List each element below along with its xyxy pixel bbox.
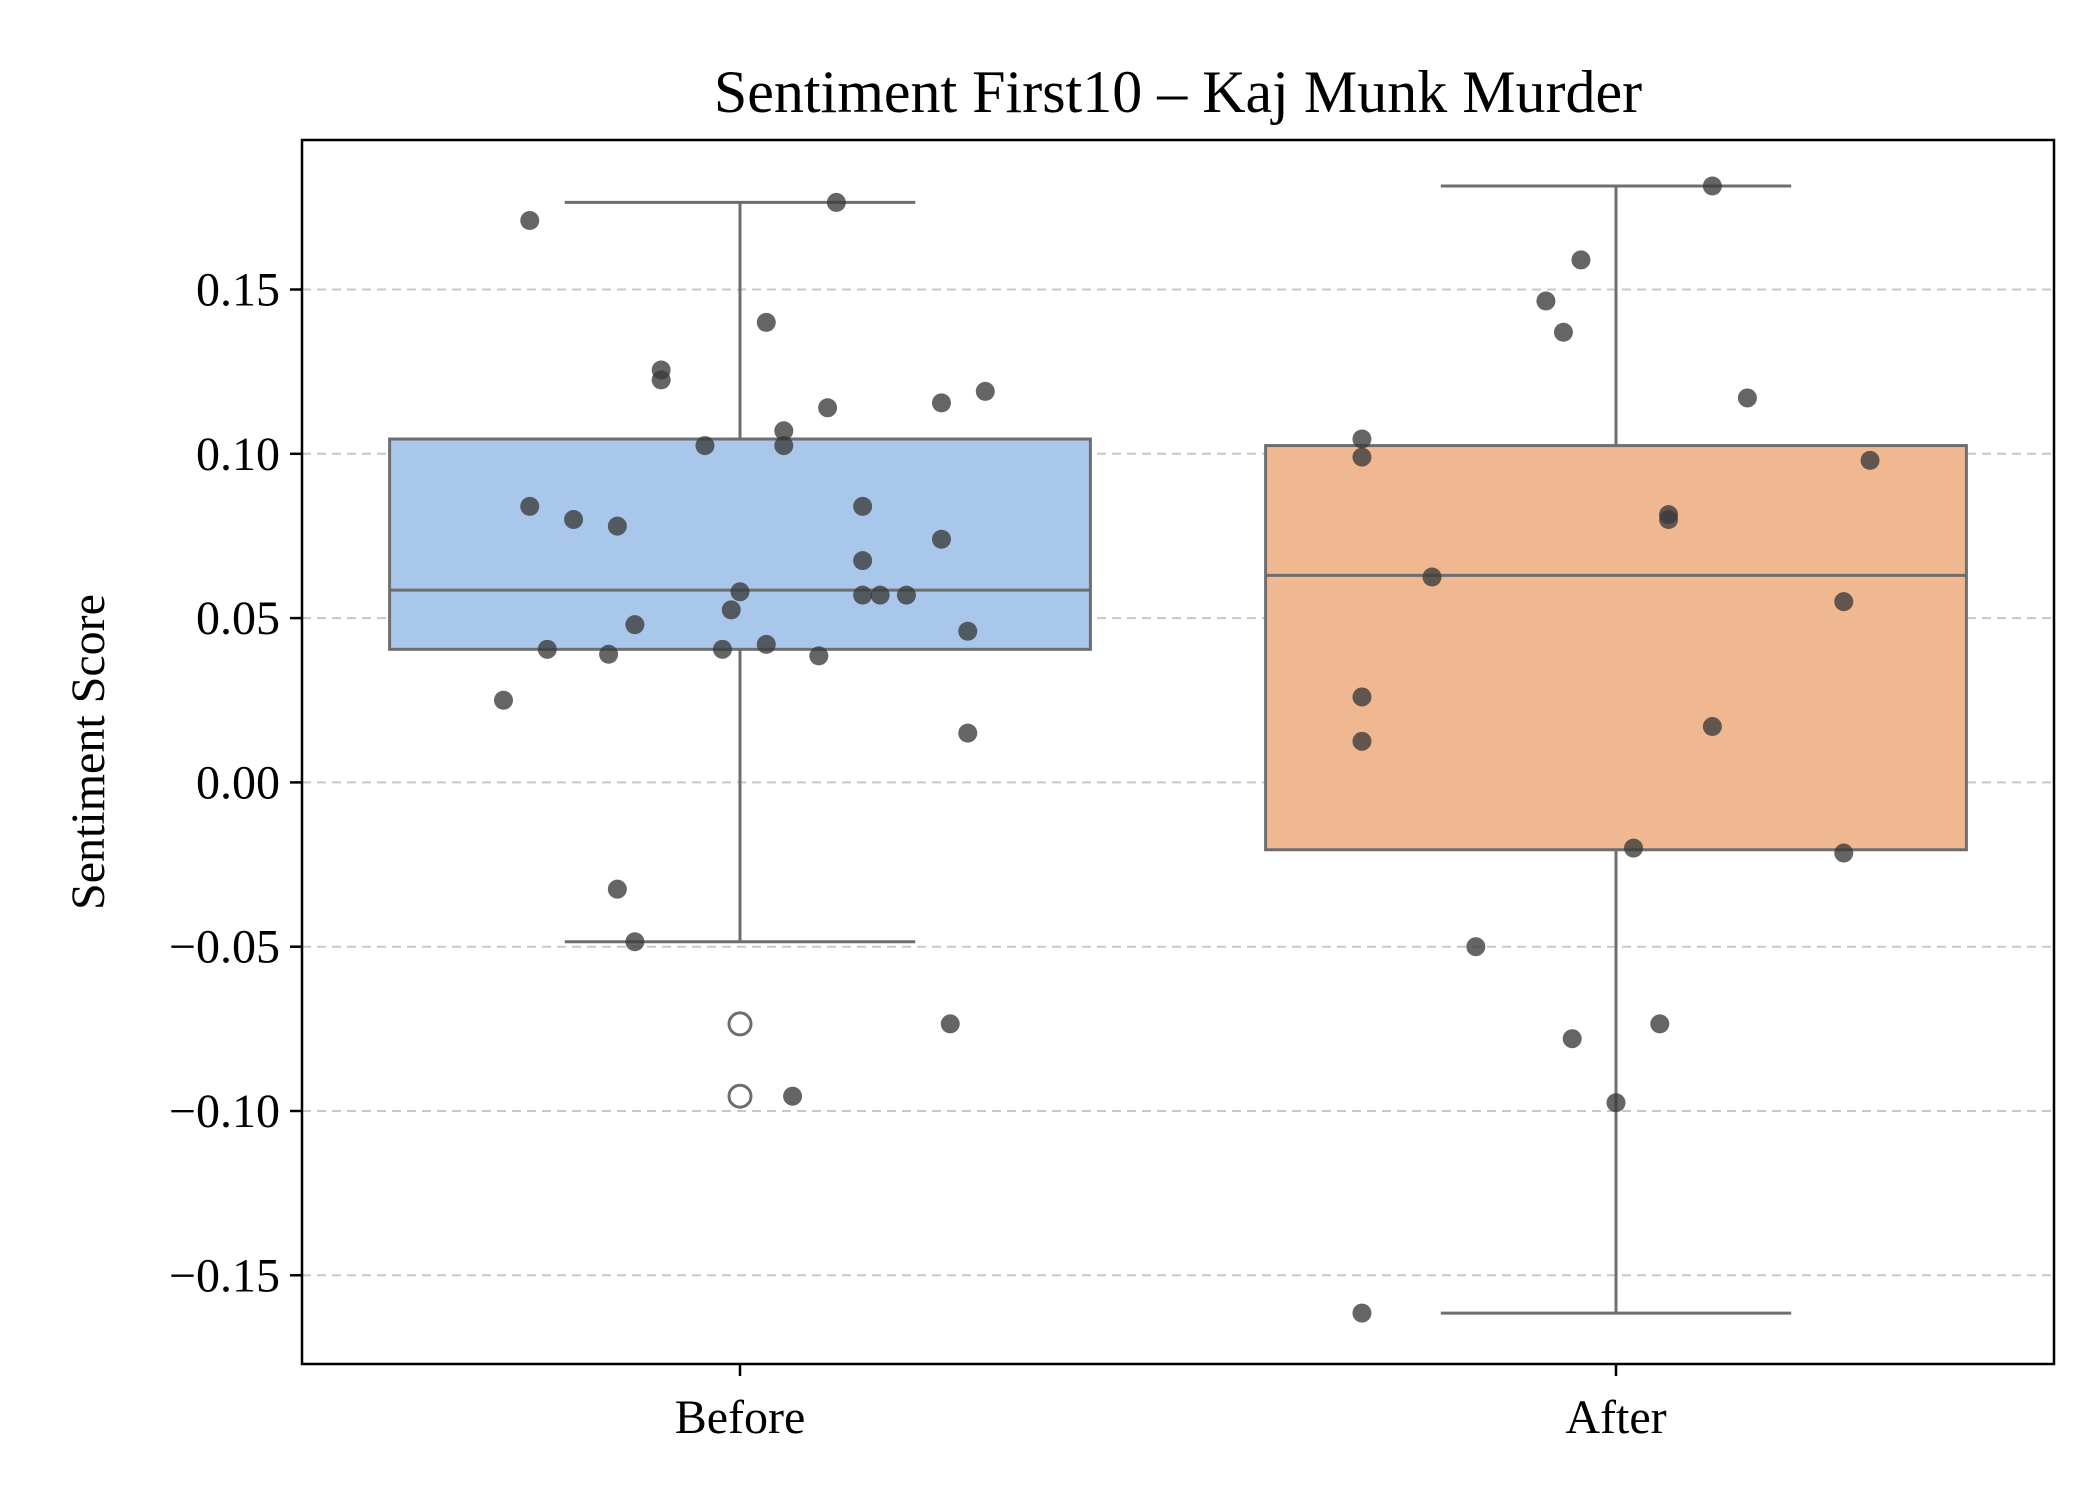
data-point — [853, 496, 873, 516]
data-point — [774, 436, 794, 456]
data-point — [940, 1014, 960, 1034]
x-tick-label-before: Before — [675, 1391, 806, 1444]
data-point — [1606, 1093, 1626, 1113]
box-layer — [388, 184, 1968, 1315]
data-point — [607, 516, 627, 536]
data-point — [774, 421, 794, 441]
box-before — [388, 200, 1092, 1109]
plot-frame — [300, 138, 2056, 1366]
data-point — [625, 615, 645, 635]
x-axis-ticks: Before After — [675, 1364, 1667, 1444]
y-axis-label: Sentiment Score — [62, 594, 115, 910]
data-point — [809, 646, 829, 666]
data-point — [695, 436, 715, 456]
outlier-marker — [727, 1011, 753, 1037]
data-point — [1352, 687, 1372, 707]
data-point — [756, 312, 776, 332]
data-point — [493, 690, 513, 710]
data-point — [730, 582, 750, 602]
y-tick-label: −0.15 — [169, 1249, 280, 1302]
data-point — [1536, 291, 1556, 311]
data-point — [599, 644, 619, 664]
data-point — [896, 585, 916, 605]
data-point — [1860, 450, 1880, 470]
data-point — [1352, 1303, 1372, 1323]
y-tick-label: −0.05 — [169, 921, 280, 974]
y-tick-label: −0.10 — [169, 1085, 280, 1138]
data-point — [1352, 447, 1372, 467]
y-tick-label: 0.00 — [196, 756, 280, 809]
data-point — [958, 621, 978, 641]
data-point — [975, 381, 995, 401]
data-point — [1352, 429, 1372, 449]
data-point — [1466, 937, 1486, 957]
data-point — [625, 932, 645, 952]
data-point — [537, 639, 557, 659]
box-after — [1264, 184, 1968, 1315]
y-tick-label: 0.05 — [196, 592, 280, 645]
data-point — [958, 723, 978, 743]
data-point — [607, 879, 627, 899]
data-point — [1571, 250, 1591, 270]
data-point — [1352, 731, 1372, 751]
data-point — [783, 1086, 803, 1106]
data-point — [1834, 843, 1854, 863]
data-point — [1702, 176, 1722, 196]
y-tick-label: 0.15 — [196, 264, 280, 317]
y-axis-ticks: −0.15 −0.10 −0.05 0.00 0.05 0.10 0.15 — [169, 264, 302, 1302]
data-point — [1422, 567, 1442, 587]
y-tick-label: 0.10 — [196, 428, 280, 481]
data-point — [1659, 510, 1679, 530]
data-point — [520, 211, 540, 231]
data-point — [853, 551, 873, 571]
data-point — [1737, 388, 1757, 408]
x-tick-label-after: After — [1565, 1391, 1666, 1444]
data-point — [1702, 717, 1722, 737]
data-point — [756, 634, 776, 654]
data-point — [931, 393, 951, 413]
data-point — [1562, 1029, 1582, 1049]
box-iqr — [1264, 444, 1968, 852]
chart-title: Sentiment First10 – Kaj Munk Murder — [714, 59, 1642, 125]
data-point — [564, 510, 584, 530]
data-point — [1834, 592, 1854, 612]
data-point — [931, 529, 951, 549]
data-point — [1650, 1014, 1670, 1034]
data-point — [712, 639, 732, 659]
data-point — [651, 370, 671, 390]
data-point — [1624, 838, 1644, 858]
data-point — [721, 600, 741, 620]
box-iqr — [388, 437, 1092, 651]
data-point — [818, 398, 838, 418]
data-point — [520, 496, 540, 516]
outlier-marker — [727, 1083, 753, 1109]
point-layer — [493, 176, 1880, 1323]
data-point — [870, 585, 890, 605]
data-point — [1553, 322, 1573, 342]
data-point — [853, 585, 873, 605]
data-point — [826, 192, 846, 212]
